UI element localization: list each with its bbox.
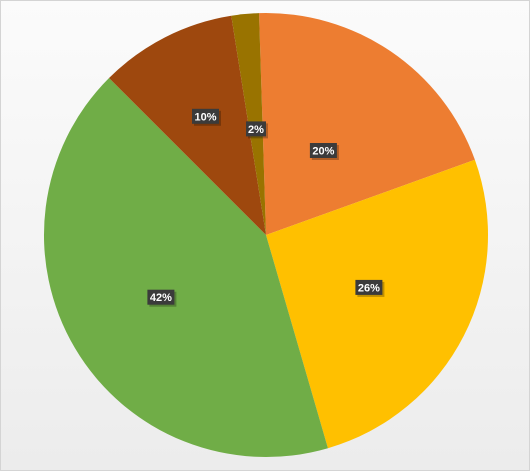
pie-slice-10pct — [109, 15, 267, 236]
data-label-text: 26% — [358, 282, 380, 294]
data-label-box — [192, 108, 219, 124]
pie-slice-26pct — [266, 159, 489, 449]
data-label-text: 10% — [194, 111, 216, 123]
data-label: 2% — [246, 121, 268, 139]
data-label: 42% — [147, 289, 177, 307]
data-label: 26% — [355, 279, 385, 297]
data-label-box — [355, 279, 383, 295]
pie-slice-20pct — [259, 13, 475, 235]
data-label-text: 20% — [312, 146, 334, 158]
data-label-box — [309, 143, 337, 158]
labels-layer: 20% 26% 42% 10% 2% — [147, 108, 385, 307]
data-label-box — [147, 289, 175, 305]
data-label-box — [246, 121, 266, 137]
data-label-text: 2% — [248, 124, 264, 136]
pie-slice-42pct — [43, 78, 328, 458]
data-label: 20% — [309, 143, 339, 160]
data-label: 10% — [192, 108, 221, 126]
slices-layer — [43, 13, 489, 458]
data-label-text: 42% — [150, 292, 172, 304]
